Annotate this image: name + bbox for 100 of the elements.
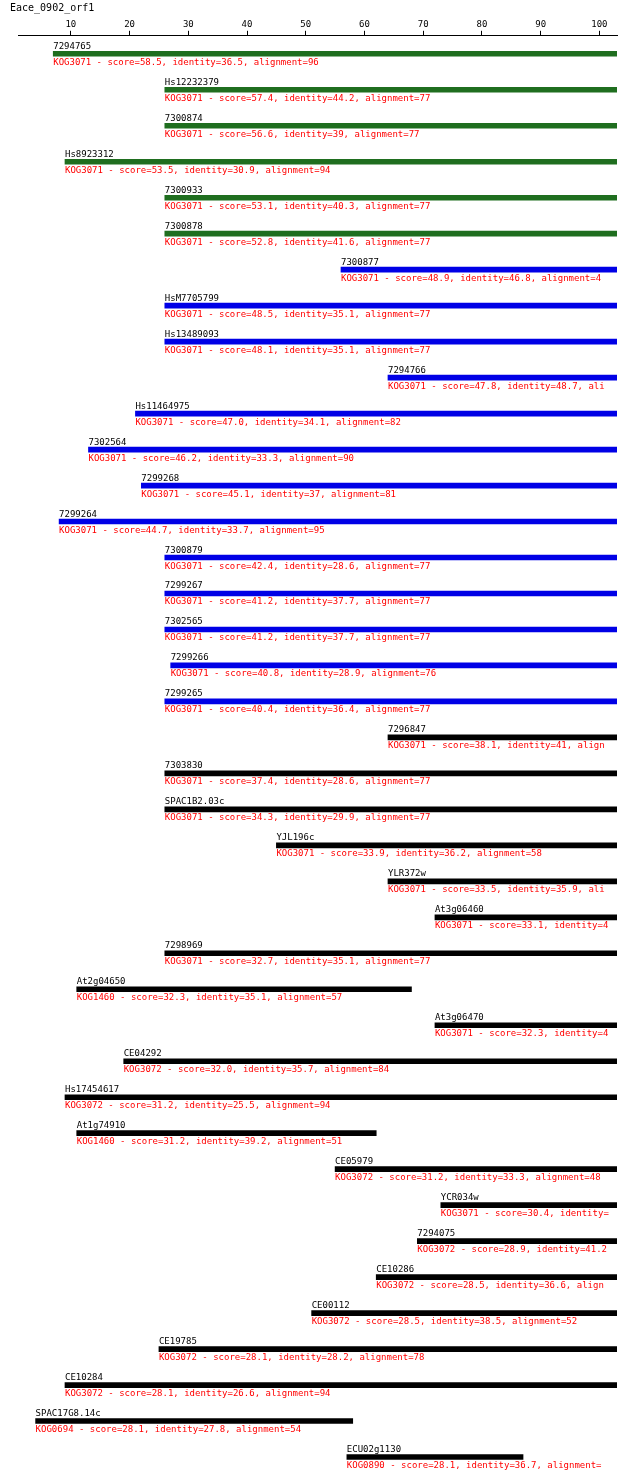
data-label: KOG3072 - score=28.1, identity=26.6, alignment=94 [64,1388,331,1399]
data-label: KOG1460 - score=31.2, identity=39.2, alignment=51 [76,1136,343,1147]
data-label: KOG3071 - score=46.2, identity=33.3, alignment=90 [88,452,354,463]
bar [76,1130,377,1137]
data-label: KOG3071 - score=40.4, identity=36.4, alignment=77 [164,704,431,715]
bar [164,194,617,201]
data-label: KOG3071 - score=41.2, identity=37.7, alignment=77 [164,596,431,607]
data-label: KOG3072 - score=31.2, identity=25.5, alignment=94 [64,1100,331,1111]
y-tick-label: 7298969 [164,940,203,951]
data-label: KOG3071 - score=34.3, identity=29.9, alignment=77 [164,812,431,823]
x-tick-label: 50 [300,18,312,29]
data-label: KOG3071 - score=37.4, identity=28.6, alignment=77 [164,776,431,787]
data-label: KOG1460 - score=32.3, identity=35.1, alignment=57 [76,992,343,1003]
y-tick-label: 7294766 [387,364,426,375]
y-tick-label: 7294765 [53,40,92,51]
data-label: KOG3071 - score=48.1, identity=35.1, alignment=77 [164,344,431,355]
y-tick-label: CE04292 [123,1048,162,1059]
bar [434,914,617,921]
data-label: KOG3072 - score=28.5, identity=36.6, align [376,1280,604,1291]
y-tick-label: YCR034w [440,1192,480,1203]
y-tick-label: SPAC1B2.03c [164,796,225,807]
y-tick-label: At3g06470 [434,1012,484,1023]
data-label: KOG3071 - score=57.4, identity=44.2, alignment=77 [164,92,431,103]
y-tick-label: 7299266 [170,652,209,663]
y-tick-label: 7300874 [164,112,203,123]
data-label: KOG3072 - score=28.9, identity=41.2 [417,1244,607,1255]
x-tick-label: 90 [535,18,547,29]
bar [64,158,617,165]
data-label: KOG3071 - score=47.8, identity=48.7, ali [387,380,605,391]
data-label: KOG0890 - score=28.1, identity=36.7, alignment= [346,1460,603,1471]
data-label: KOG3071 - score=47.0, identity=34.1, alignment=82 [135,416,401,427]
bar [52,50,617,57]
x-tick-label: 20 [124,18,135,29]
bar [375,1274,617,1280]
data-label: KOG3071 - score=32.7, identity=35.1, alignment=77 [164,956,431,967]
bar [440,1202,617,1208]
y-tick-label: 7294075 [417,1228,456,1239]
x-tick-label: 30 [182,18,194,29]
x-tick-label: 80 [476,18,488,29]
bar [311,1310,617,1316]
bar [334,1166,617,1172]
y-tick-label: CE05979 [335,1156,374,1167]
data-label: KOG3072 - score=31.2, identity=33.3, alignment=48 [335,1172,601,1183]
data-label: KOG3072 - score=28.5, identity=38.5, alignment=52 [311,1316,578,1327]
y-tick-label: Hs11464975 [135,400,190,411]
y-tick-label: 7302565 [164,616,203,627]
data-label: KOG3071 - score=38.1, identity=41, align [387,740,605,751]
data-label: KOG3071 - score=41.2, identity=37.7, alignment=77 [164,632,431,643]
bar [76,986,412,993]
y-tick-label: CE00112 [311,1300,350,1311]
bar [434,1022,617,1029]
data-label: KOG3071 - score=48.9, identity=46.8, alignment=4 [340,272,602,283]
y-tick-label: YLR372w [387,868,427,879]
bar [417,1238,617,1244]
chart-title: Eace_0902_orf1 [10,1,95,14]
bar [164,230,617,237]
data-label: KOG0694 - score=28.1, identity=27.8, alignment=54 [35,1424,302,1435]
data-label: KOG3071 - score=58.5, identity=36.5, alignment=96 [53,56,319,67]
data-label: KOG3071 - score=45.1, identity=37, alignment=81 [141,488,396,499]
data-label: KOG3072 - score=32.0, identity=35.7, alignment=84 [123,1064,390,1075]
data-label: KOG3071 - score=30.4, identity= [440,1208,610,1219]
y-tick-label: Hs13489093 [164,328,219,339]
bar [158,1346,617,1352]
y-tick-label: HsM7705799 [164,292,219,303]
y-tick-label: CE10286 [376,1264,415,1275]
y-tick-label: CE19785 [158,1336,197,1347]
bar [346,1454,524,1460]
bar [164,950,617,957]
data-label: KOG3071 - score=33.5, identity=35.9, ali [387,884,605,895]
y-tick-label: Hs17454617 [64,1084,120,1095]
data-label: KOG3071 - score=52.8, identity=41.6, alignment=77 [164,236,431,247]
y-tick-label: At2g04650 [76,976,126,987]
y-tick-label: 7299268 [141,472,180,483]
x-tick-label: 100 [591,18,608,29]
y-tick-label: CE10284 [64,1372,103,1383]
data-label: KOG3071 - score=53.1, identity=40.3, alignment=77 [164,200,431,211]
y-tick-label: 7299265 [164,688,203,699]
data-label: KOG3071 - score=53.5, identity=30.9, alignment=94 [64,164,331,175]
data-label: KOG3071 - score=56.6, identity=39, alignment=77 [164,128,420,139]
y-tick-label: 7300933 [164,184,203,195]
bar [64,1094,617,1101]
bar [340,266,617,273]
x-tick-label: 10 [65,18,77,29]
y-tick-label: At1g74910 [76,1120,126,1131]
data-label: KOG3071 - score=33.1, identity=4 [434,920,609,931]
data-label: KOG3071 - score=42.4, identity=28.6, alignment=77 [164,560,431,571]
bar [164,122,617,129]
y-tick-label: YJL196c [276,832,315,843]
y-tick-label: Hs8923312 [64,148,114,159]
y-tick-label: At3g06460 [434,904,484,915]
y-tick-label: 7299264 [59,508,98,519]
data-label: KOG3071 - score=48.5, identity=35.1, alignment=77 [164,308,431,319]
data-label: KOG3071 - score=40.8, identity=28.9, alignment=76 [170,668,437,679]
x-tick-label: 60 [359,18,370,29]
y-tick-label: 7299267 [164,580,203,591]
y-tick-label: ECU02g1130 [346,1444,402,1455]
bar [164,86,617,93]
x-tick-label: 70 [417,18,429,29]
data-label: KOG3071 - score=44.7, identity=33.7, alignment=95 [59,524,325,535]
y-tick-label: 7302564 [88,436,127,447]
